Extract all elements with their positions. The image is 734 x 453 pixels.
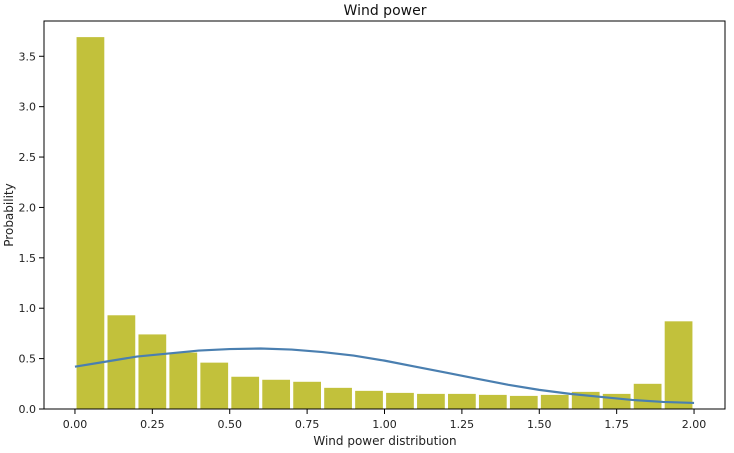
histogram-bar [602,393,631,409]
y-tick-label: 0.0 [19,403,37,416]
chart-title: Wind power [344,3,427,19]
histogram-bar [417,393,445,409]
y-tick-label: 2.0 [19,201,37,214]
histogram-bar [664,321,693,409]
histogram-bar [448,393,476,409]
density-curve [74,347,695,405]
bars [76,37,693,410]
histogram-bar [540,394,569,409]
x-tick-label: 1.75 [604,418,629,431]
y-tick-label: 1.0 [19,302,37,315]
histogram-bar [200,362,229,409]
y-axis-title: Probability [2,183,16,246]
histogram-bar [478,394,507,409]
x-axis-ticks: 0.00 0.25 0.50 0.75 1.00 1.25 1.50 1.75 2.00 [63,409,707,431]
x-tick-label: 0.75 [295,418,320,431]
histogram-bar [262,379,291,409]
y-tick-label: 3.0 [19,101,37,114]
histogram-bar [633,383,662,409]
y-tick-label: 2.5 [19,151,37,164]
y-tick-label: 1.5 [19,252,37,265]
histogram-bar [231,376,260,409]
histogram-bar [293,381,321,409]
histogram-bar [76,37,105,410]
histogram-bar [386,392,414,409]
y-tick-label: 3.5 [19,50,37,63]
x-tick-label: 1.25 [450,418,475,431]
y-axis-ticks: 0.0 0.5 1.0 1.5 2.0 2.5 3.0 3.5 [19,50,44,416]
histogram-bar [509,395,538,409]
x-tick-label: 0.25 [140,418,165,431]
histogram-bar [169,352,198,409]
x-tick-label: 0.00 [63,418,88,431]
y-tick-label: 0.5 [19,353,37,366]
x-tick-label: 1.50 [527,418,552,431]
x-tick-label: 0.50 [217,418,242,431]
histogram-bar [107,315,136,409]
x-tick-label: 2.00 [682,418,707,431]
histogram-bar [324,387,352,409]
histogram-bar [355,390,383,409]
histogram-bar [138,334,167,409]
x-tick-label: 1.00 [372,418,397,431]
x-axis-title: Wind power distribution [313,434,456,448]
